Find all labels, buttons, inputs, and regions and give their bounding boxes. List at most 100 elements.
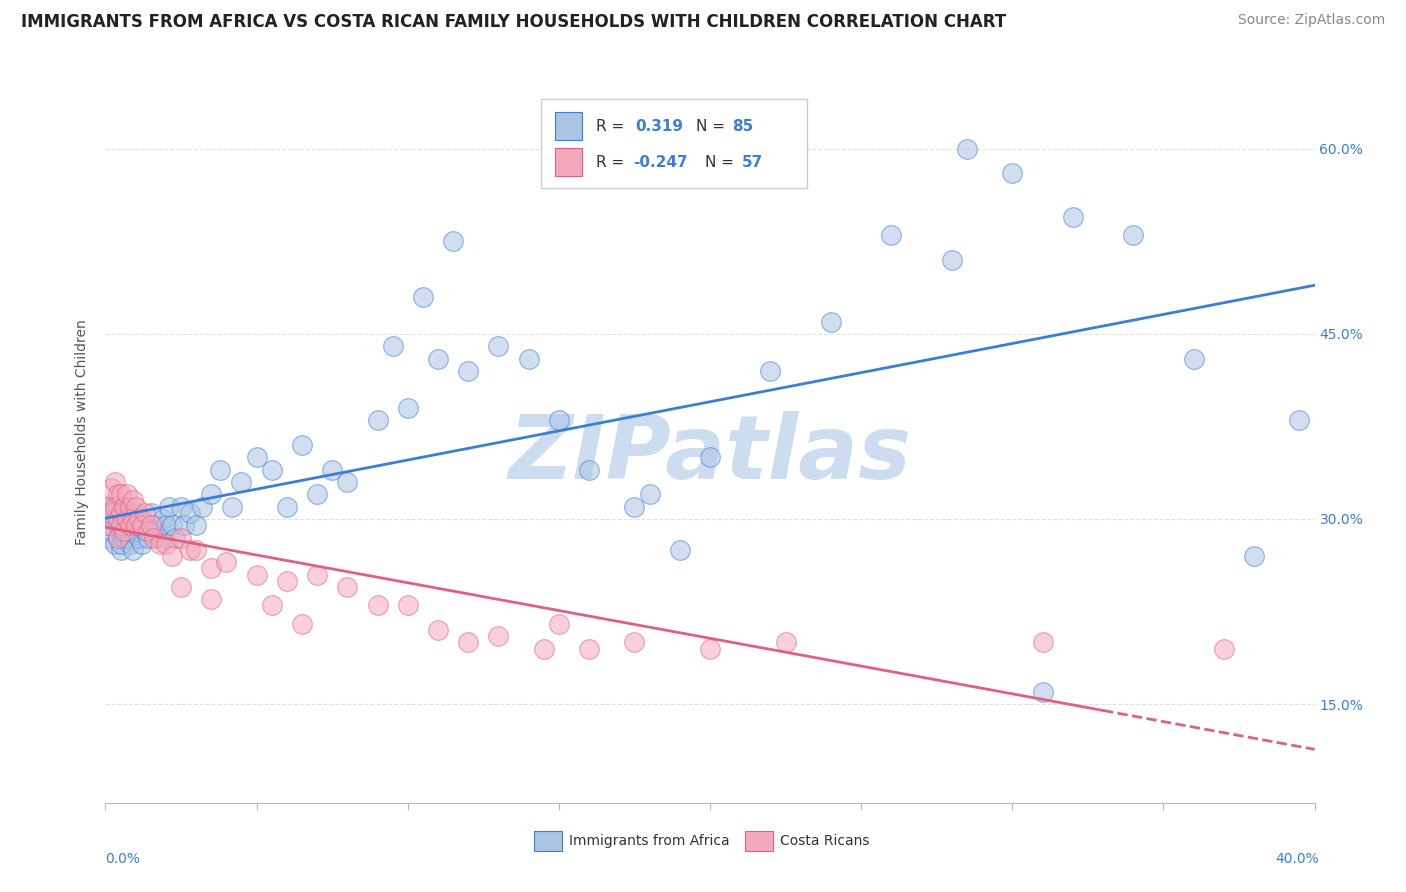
Point [100, 524, 122, 539]
Bar [555, 112, 582, 140]
Point [1182, 351, 1205, 366]
Point [146, 524, 169, 539]
Point [107, 500, 129, 514]
Point [121, 493, 143, 508]
Point [100, 506, 122, 520]
Text: Immigrants from Africa: Immigrants from Africa [569, 834, 730, 848]
Point [215, 555, 238, 569]
Point [121, 512, 143, 526]
Point [623, 500, 645, 514]
Point [97, 500, 120, 514]
Text: ZIPatlas: ZIPatlas [509, 411, 911, 499]
Point [179, 506, 201, 520]
Point [517, 351, 540, 366]
Point [307, 487, 329, 501]
Point [128, 518, 150, 533]
Point [112, 518, 135, 533]
Text: 85: 85 [731, 119, 754, 134]
Point [121, 512, 143, 526]
Point [336, 580, 359, 594]
Point [488, 629, 510, 643]
Point [669, 542, 692, 557]
Point [157, 500, 180, 514]
Point [427, 351, 450, 366]
Point [110, 518, 132, 533]
Point [139, 518, 162, 533]
Point [131, 536, 153, 550]
Point [276, 574, 298, 588]
Point [100, 512, 122, 526]
Point [155, 536, 177, 550]
Point [107, 531, 129, 545]
Point [321, 462, 343, 476]
Point [115, 524, 138, 539]
Point [246, 450, 269, 465]
Point [366, 599, 388, 613]
Point [142, 531, 165, 545]
Point [186, 542, 208, 557]
Point [118, 518, 141, 533]
Text: Costa Ricans: Costa Ricans [780, 834, 870, 848]
Point [112, 531, 135, 545]
Point [548, 616, 571, 631]
Point [699, 641, 721, 656]
Text: -0.247: -0.247 [633, 155, 688, 169]
Text: R =: R = [596, 119, 630, 134]
Point [103, 500, 125, 514]
Point [103, 500, 125, 514]
Point [820, 314, 842, 328]
Point [142, 518, 165, 533]
Point [412, 290, 434, 304]
Point [110, 542, 132, 557]
Point [110, 536, 132, 550]
Point [200, 561, 222, 575]
Point [131, 518, 153, 533]
Text: 40.0%: 40.0% [1275, 852, 1319, 866]
Point [699, 450, 721, 465]
Point [115, 512, 138, 526]
Point [209, 462, 232, 476]
Point [107, 512, 129, 526]
Point [124, 506, 148, 520]
Point [97, 518, 120, 533]
Point [1062, 210, 1084, 224]
Point [139, 506, 162, 520]
Text: R =: R = [596, 155, 624, 169]
Point [1032, 635, 1054, 649]
Point [163, 531, 186, 545]
Point [97, 531, 120, 545]
Y-axis label: Family Households with Children: Family Households with Children [76, 319, 90, 546]
Point [107, 518, 129, 533]
Point [124, 500, 148, 514]
Point [118, 500, 141, 514]
Point [291, 438, 314, 452]
Text: 0.319: 0.319 [636, 119, 683, 134]
Point [457, 635, 479, 649]
Point [170, 500, 193, 514]
Point [136, 524, 159, 539]
Point [759, 364, 782, 378]
Point [103, 536, 125, 550]
Point [103, 512, 125, 526]
Point [578, 641, 600, 656]
Point [100, 500, 122, 514]
Point [124, 524, 148, 539]
Text: N =: N = [706, 155, 734, 169]
Point [155, 518, 177, 533]
Text: 57: 57 [741, 155, 762, 169]
Point [956, 142, 979, 156]
Point [173, 518, 195, 533]
Point [131, 512, 153, 526]
Point [246, 567, 269, 582]
Text: 0.0%: 0.0% [105, 852, 141, 866]
Point [149, 531, 172, 545]
Point [118, 536, 141, 550]
Point [191, 500, 214, 514]
Point [548, 413, 571, 427]
FancyBboxPatch shape [541, 99, 807, 188]
Point [231, 475, 253, 489]
Point [533, 641, 555, 656]
Point [160, 518, 183, 533]
Point [118, 531, 141, 545]
Point [115, 512, 138, 526]
